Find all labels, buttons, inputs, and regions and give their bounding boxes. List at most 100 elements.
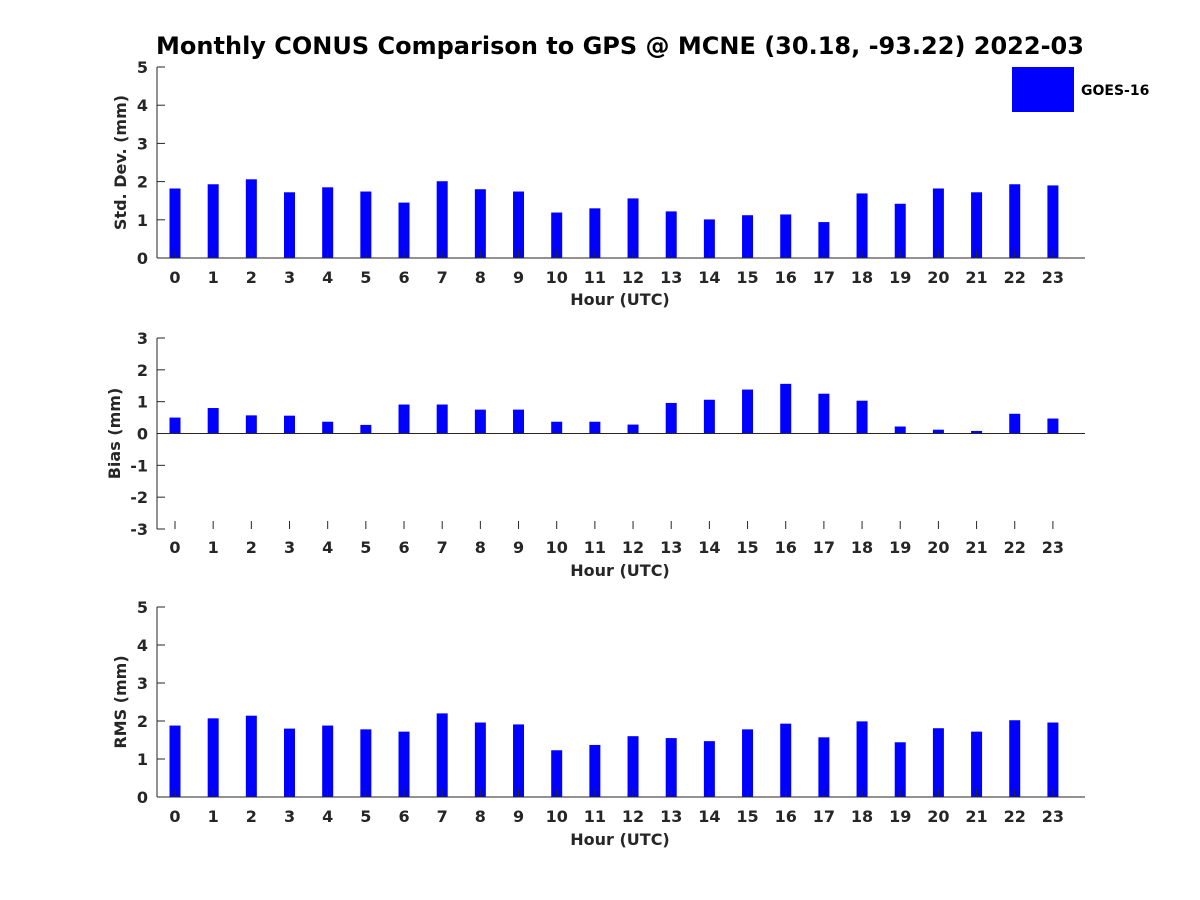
y-axis-label: Std. Dev. (mm) [111, 95, 130, 230]
x-tick-label: 13 [660, 807, 682, 826]
x-tick-label: 0 [169, 538, 180, 557]
x-tick-label: 16 [775, 268, 797, 287]
bar-hour-21 [971, 430, 983, 434]
x-tick-label: 13 [660, 538, 682, 557]
x-tick-label: 16 [775, 807, 797, 826]
bar-hour-11 [589, 208, 601, 258]
x-tick-label: 23 [1042, 807, 1064, 826]
y-tick-label: -3 [130, 520, 148, 539]
x-tick-label: 21 [965, 268, 987, 287]
x-tick-label: 5 [360, 268, 371, 287]
y-tick-label: 1 [137, 393, 148, 412]
bar-hour-19 [894, 742, 906, 797]
y-axis-label: RMS (mm) [111, 655, 130, 748]
x-tick-label: 4 [322, 807, 333, 826]
y-tick-label: 3 [137, 329, 148, 348]
y-tick-label: -2 [130, 488, 148, 507]
x-tick-label: 23 [1042, 538, 1064, 557]
bar-hour-20 [932, 188, 944, 258]
bar-hour-17 [818, 222, 830, 258]
x-tick-label: 20 [927, 268, 949, 287]
x-tick-label: 6 [398, 268, 409, 287]
x-tick-label: 1 [208, 538, 219, 557]
bar-hour-22 [1009, 413, 1021, 434]
bar-hour-8 [474, 722, 486, 797]
x-tick-label: 8 [475, 268, 486, 287]
bar-hour-11 [589, 744, 601, 797]
bar-hour-14 [703, 219, 715, 258]
y-tick-label: 0 [137, 425, 148, 444]
x-tick-label: 6 [398, 538, 409, 557]
bar-hour-12 [627, 198, 639, 258]
bar-hour-18 [856, 721, 868, 797]
x-tick-label: 17 [813, 538, 835, 557]
bar-hour-18 [856, 193, 868, 258]
x-tick-label: 5 [360, 807, 371, 826]
bar-hour-1 [207, 408, 219, 434]
x-tick-label: 22 [1004, 538, 1026, 557]
x-tick-label: 4 [322, 538, 333, 557]
legend: GOES-16 [1012, 67, 1149, 112]
x-tick-label: 8 [475, 807, 486, 826]
x-tick-label: 5 [360, 538, 371, 557]
x-tick-label: 3 [284, 538, 295, 557]
bar-hour-3 [284, 415, 296, 434]
x-tick-label: 16 [775, 538, 797, 557]
bar-hour-17 [818, 393, 830, 434]
bar-hour-5 [360, 729, 372, 797]
bar-hour-9 [513, 191, 525, 258]
y-tick-label: 5 [137, 598, 148, 617]
x-tick-label: 18 [851, 807, 873, 826]
x-tick-label: 18 [851, 538, 873, 557]
x-tick-label: 13 [660, 268, 682, 287]
x-tick-label: 0 [169, 268, 180, 287]
legend-label: GOES-16 [1081, 83, 1149, 99]
x-axis-label: Hour (UTC) [570, 290, 670, 309]
x-tick-label: 21 [965, 807, 987, 826]
x-tick-label: 22 [1004, 807, 1026, 826]
bar-hour-21 [971, 192, 983, 258]
bar-hour-13 [665, 738, 677, 797]
bar-hour-19 [894, 426, 906, 434]
x-tick-label: 19 [889, 538, 911, 557]
bar-hour-6 [398, 202, 410, 258]
bar-hour-2 [245, 715, 257, 797]
x-tick-label: 1 [208, 268, 219, 287]
x-tick-label: 3 [284, 807, 295, 826]
x-tick-label: 15 [736, 268, 758, 287]
bar-hour-8 [474, 189, 486, 258]
x-tick-label: 10 [546, 807, 568, 826]
bar-hour-12 [627, 424, 639, 434]
bar-hour-23 [1047, 418, 1059, 434]
y-tick-label: 1 [137, 750, 148, 769]
x-tick-label: 20 [927, 807, 949, 826]
bar-hour-13 [665, 211, 677, 258]
x-tick-label: 18 [851, 268, 873, 287]
x-tick-label: 10 [546, 538, 568, 557]
bar-hour-12 [627, 736, 639, 797]
bar-hour-16 [780, 214, 792, 258]
bar-hour-0 [169, 188, 181, 258]
bar-hour-10 [551, 421, 563, 434]
x-tick-label: 23 [1042, 268, 1064, 287]
bar-hour-6 [398, 404, 410, 434]
x-tick-label: 3 [284, 268, 295, 287]
bar-hour-16 [780, 383, 792, 434]
bar-hour-4 [322, 725, 334, 797]
y-tick-label: 3 [137, 134, 148, 153]
chart-title: Monthly CONUS Comparison to GPS @ MCNE (… [156, 32, 1084, 60]
y-tick-label: -1 [130, 456, 148, 475]
x-tick-label: 2 [246, 807, 257, 826]
bar-hour-13 [665, 402, 677, 434]
bar-hour-7 [436, 404, 448, 434]
bar-hour-16 [780, 723, 792, 797]
x-tick-label: 2 [246, 268, 257, 287]
bar-hour-22 [1009, 720, 1021, 797]
bar-hour-19 [894, 203, 906, 258]
bar-hour-22 [1009, 184, 1021, 258]
x-tick-label: 12 [622, 538, 644, 557]
bar-hour-1 [207, 718, 219, 797]
